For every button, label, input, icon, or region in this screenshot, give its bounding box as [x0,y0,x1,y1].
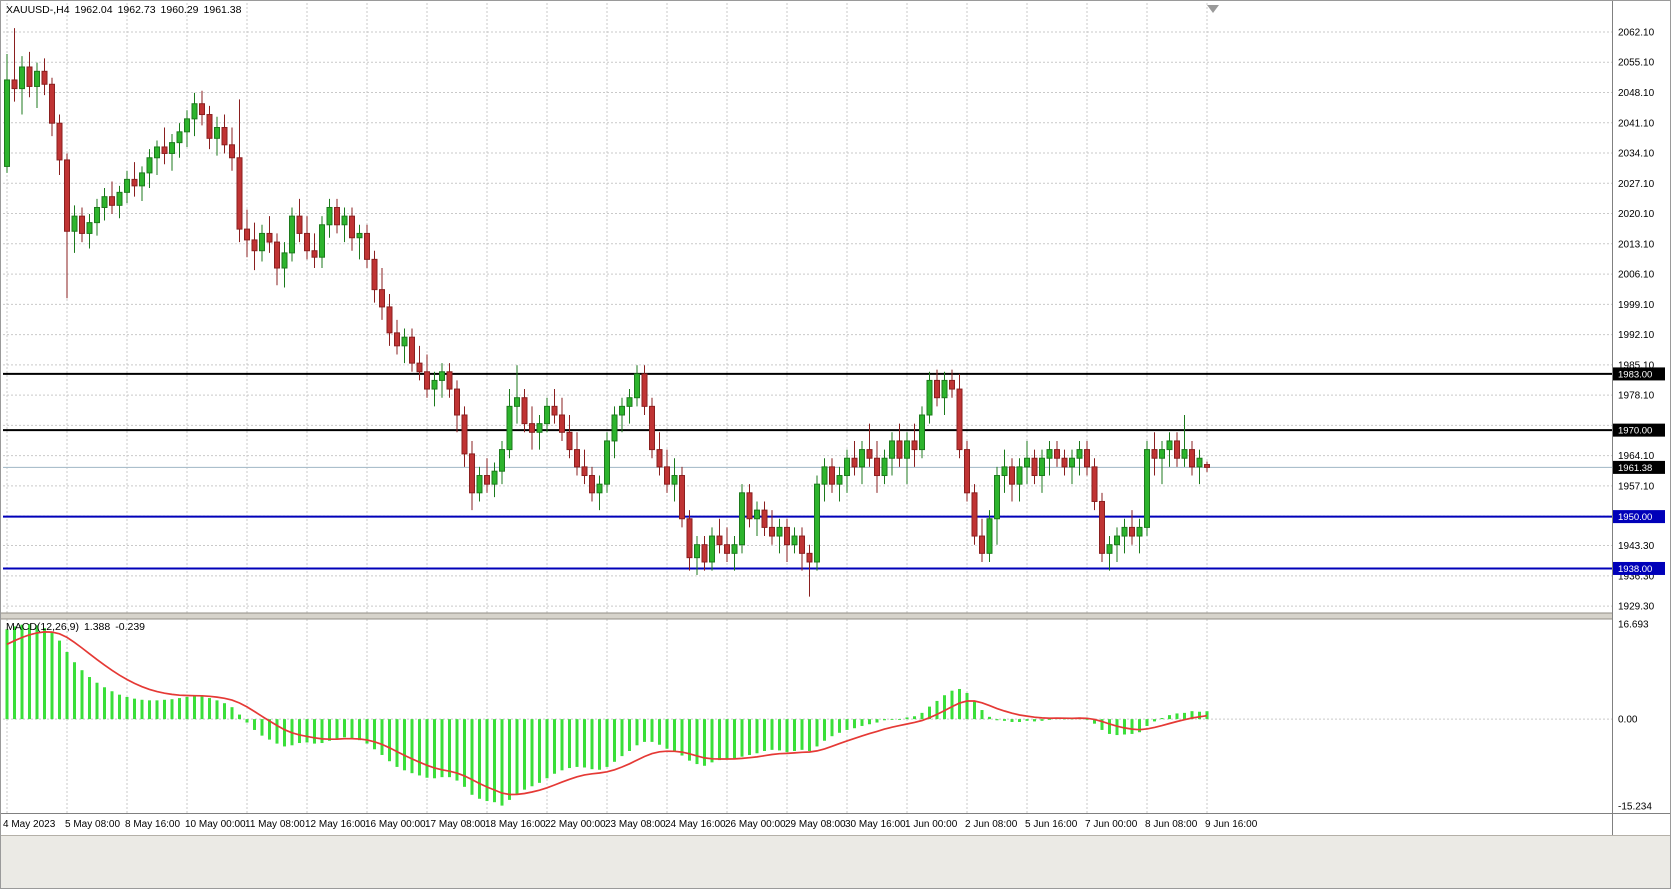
macd-signal-value: -0.239 [115,621,146,633]
time-scale[interactable]: 4 May 2023 5 May 08:00 8 May 16:00 10 May 0… [3,819,1258,830]
svg-text:11 May 08:00: 11 May 08:00 [245,819,305,830]
svg-text:2034.10: 2034.10 [1618,149,1655,160]
window-bottom-area [1,835,1670,888]
svg-text:22 May 00:00: 22 May 00:00 [545,819,606,830]
svg-text:2055.10: 2055.10 [1618,58,1655,69]
open-value: 1962.04 [74,4,113,16]
candlesticks [4,28,1210,597]
svg-text:16.693: 16.693 [1618,620,1649,631]
svg-text:8 Jun 08:00: 8 Jun 08:00 [1145,819,1198,830]
price-tag-1983.00: 1983.00 [1613,367,1665,381]
svg-text:7 Jun 00:00: 7 Jun 00:00 [1085,819,1138,830]
macd-histogram [5,624,1209,806]
svg-text:26 May 00:00: 26 May 00:00 [725,819,786,830]
svg-text:-15.234: -15.234 [1618,801,1652,812]
price-tag-1938.00: 1938.00 [1613,561,1665,575]
svg-text:4 May 2023: 4 May 2023 [3,819,56,830]
svg-text:1957.10: 1957.10 [1618,481,1655,492]
symbol-period-label: XAUUSD-,H4 [6,4,70,16]
svg-text:24 May 16:00: 24 May 16:00 [665,819,726,830]
low-value: 1960.29 [160,4,199,16]
price-tag-1970.00: 1970.00 [1613,423,1665,437]
svg-text:2006.10: 2006.10 [1618,270,1655,281]
svg-text:30 May 16:00: 30 May 16:00 [845,819,906,830]
svg-text:1 Jun 00:00: 1 Jun 00:00 [905,819,958,830]
svg-text:12 May 16:00: 12 May 16:00 [305,819,366,830]
svg-text:1983.00: 1983.00 [1618,369,1652,380]
svg-text:9 Jun 16:00: 9 Jun 16:00 [1205,819,1258,830]
svg-text:17 May 08:00: 17 May 08:00 [425,819,486,830]
macd-main-value: 1.388 [83,621,111,633]
svg-text:2041.10: 2041.10 [1618,118,1655,129]
svg-text:1929.30: 1929.30 [1618,602,1655,613]
price-scale-labels: 2062.10 2055.10 2048.10 2041.10 2034.10 2027.… [1618,27,1655,812]
close-value: 1961.38 [203,4,242,16]
svg-text:5 May 08:00: 5 May 08:00 [65,819,120,830]
svg-text:2020.10: 2020.10 [1618,209,1655,220]
svg-text:2013.10: 2013.10 [1618,239,1655,250]
grid [3,3,1612,813]
svg-text:2 Jun 08:00: 2 Jun 08:00 [965,819,1018,830]
svg-text:1985.10: 1985.10 [1618,360,1655,371]
macd-name: MACD(12,26,9) [6,621,79,633]
svg-text:1938.00: 1938.00 [1618,564,1652,575]
macd-indicator-label: MACD(12,26,9) 1.388 -0.239 [6,621,150,633]
svg-text:16 May 00:00: 16 May 00:00 [365,819,426,830]
svg-text:1978.10: 1978.10 [1618,391,1655,402]
horizontal-price-lines[interactable] [3,372,1612,570]
svg-text:0.00: 0.00 [1618,715,1638,726]
pane-splitter[interactable] [1,613,1671,619]
svg-text:1992.10: 1992.10 [1618,330,1655,341]
svg-text:2062.10: 2062.10 [1618,27,1655,38]
svg-text:1961.38: 1961.38 [1618,463,1652,474]
chart-shift-marker[interactable] [1207,5,1219,13]
macd-signal-line [6,631,1208,796]
svg-text:1936.30: 1936.30 [1618,571,1655,582]
svg-text:2048.10: 2048.10 [1618,88,1655,99]
symbol-ohlc-label: XAUUSD-,H4 1962.04 1962.73 1960.29 1961.38 [6,4,246,16]
high-value: 1962.73 [117,4,156,16]
svg-text:8 May 16:00: 8 May 16:00 [125,819,180,830]
price-scale[interactable] [1613,1,1671,813]
svg-text:18 May 16:00: 18 May 16:00 [485,819,546,830]
svg-text:23 May 08:00: 23 May 08:00 [605,819,666,830]
svg-text:1970.00: 1970.00 [1618,426,1652,437]
svg-text:1999.10: 1999.10 [1618,300,1655,311]
bid-price-tag: 1961.38 [1613,460,1665,474]
svg-text:1964.10: 1964.10 [1618,451,1655,462]
price-tag-1950.00: 1950.00 [1613,510,1665,524]
svg-text:10 May 00:00: 10 May 00:00 [185,819,246,830]
svg-text:29 May 08:00: 29 May 08:00 [785,819,846,830]
svg-text:2027.10: 2027.10 [1618,179,1655,190]
svg-text:1943.30: 1943.30 [1618,541,1655,552]
svg-text:5 Jun 16:00: 5 Jun 16:00 [1025,819,1078,830]
svg-text:1950.00: 1950.00 [1618,512,1652,523]
